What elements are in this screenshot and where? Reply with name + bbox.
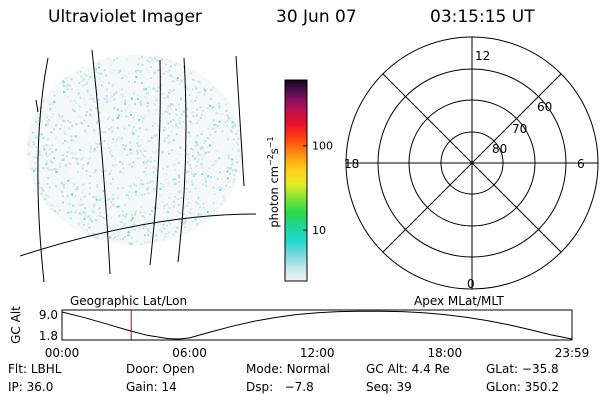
xtick-label: 12:00 [300, 346, 335, 360]
altitude-curve [61, 310, 573, 340]
xtick-label: 23:59 [555, 346, 590, 360]
mlt-label-6: 6 [577, 157, 585, 171]
grid-tick [35, 99, 39, 113]
meridian-line [149, 59, 161, 266]
ytick-label-1-8: 1.8 [39, 329, 58, 343]
polar-labels: 12 18 6 0 60 70 80 [344, 49, 585, 291]
meridian-line [235, 55, 245, 187]
instrument-title: Ultraviolet Imager [48, 7, 202, 27]
door-status: Door: Open [126, 362, 195, 376]
mlt-label-0: 0 [467, 277, 475, 291]
mlat-label-80: 80 [492, 142, 507, 156]
meridian-line [91, 49, 111, 275]
colorbar-scale [284, 79, 308, 282]
date-label: 30 Jun 07 [276, 7, 357, 27]
xtick-label: 06:00 [172, 346, 207, 360]
uv-image [19, 49, 257, 283]
apex-title: Apex MLat/MLT [414, 294, 504, 308]
seq-status: Seq: 39 [366, 380, 412, 394]
xtick-label: 00:00 [45, 346, 80, 360]
timeline-ylabel: GC Alt [9, 306, 23, 344]
gain-status: Gain: 14 [126, 380, 177, 394]
gc-alt-status: GC Alt: 4.4 Re [366, 362, 450, 376]
geographic-title: Geographic Lat/Lon [70, 294, 187, 308]
mlt-label-18: 18 [344, 157, 359, 171]
mlt-label-12: 12 [475, 49, 490, 63]
timeline-frame [61, 309, 573, 341]
mode-status: Mode: Normal [246, 362, 330, 376]
polar-diagonal [382, 73, 562, 253]
colorbar-tick-label: 10 [312, 224, 326, 237]
xtick-label: 18:00 [428, 346, 463, 360]
glat-status: GLat: −35.8 [486, 362, 559, 376]
colorbar-tick-label: 100 [312, 140, 333, 153]
colorbar: 100 10 photon cm−2s−1 [266, 79, 333, 282]
time-label: 03:15:15 UT [430, 7, 535, 27]
dsp-status: Dsp: −7.8 [246, 380, 314, 394]
orbit-timeline: 00:00 06:00 12:00 18:00 23:59 Geographic Lat… [9, 294, 589, 360]
timeline-x-ticks: 00:00 06:00 12:00 18:00 23:59 [45, 346, 590, 360]
flt-status: Flt: LBHL [8, 362, 62, 376]
ip-status: IP: 36.0 [8, 380, 54, 394]
mlat-label-70: 70 [512, 122, 527, 136]
meridian-line [177, 57, 187, 263]
mlat-label-60: 60 [537, 100, 552, 114]
earth-disk [27, 55, 243, 245]
colorbar-unit-label: photon cm−2s−1 [266, 136, 281, 227]
parallel-line [19, 213, 257, 257]
colorbar-ticks: 100 10 [303, 140, 333, 237]
ytick-label-9: 9.0 [39, 308, 58, 322]
polar-dial [345, 36, 599, 290]
lat-lon-grid [19, 49, 257, 283]
glon-status: GLon: 350.2 [486, 380, 559, 394]
